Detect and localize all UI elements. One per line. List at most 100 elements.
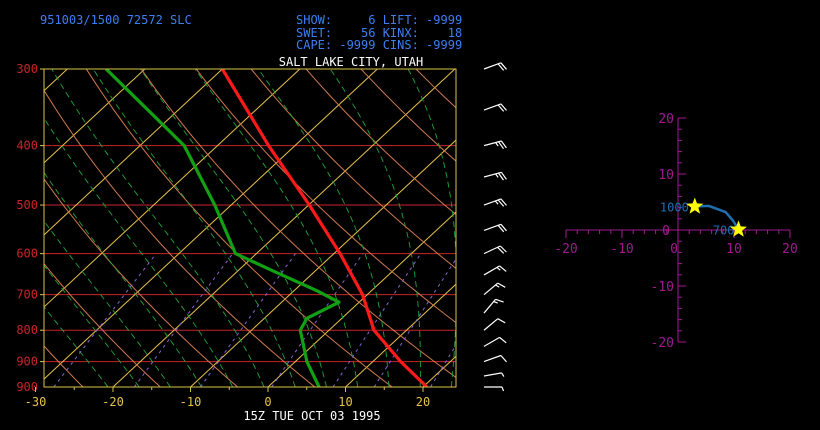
- dry-adiabat-line: [581, 69, 820, 387]
- mixing-ratio-line: [481, 254, 560, 387]
- dry-adiabat-line: [44, 89, 316, 387]
- isotherm-line: [578, 69, 820, 387]
- wind-barb: [483, 265, 507, 276]
- moist-adiabat-line: [194, 69, 359, 387]
- hodograph-level-label: 700: [713, 223, 735, 237]
- wind-barb-flag: [499, 265, 507, 272]
- hodograph-v-tick-label: -10: [651, 280, 674, 295]
- wind-barb-flag: [500, 103, 507, 111]
- wind-barb: [483, 372, 505, 377]
- wind-barb: [483, 140, 507, 150]
- wind-barb: [483, 223, 507, 233]
- station-header: 951003/1500 72572 SLC: [40, 13, 192, 27]
- dry-adiabat-line: [44, 262, 161, 387]
- mixing-ratio-line: [200, 253, 296, 387]
- wind-barb-flag: [499, 336, 507, 344]
- hodograph-u-tick-label: 20: [782, 242, 798, 257]
- isotherm-line: [44, 69, 378, 380]
- wind-barb-flag: [497, 282, 506, 288]
- wind-barb: [483, 298, 504, 314]
- pressure-tick-label: 600: [16, 247, 38, 261]
- dry-adiabat-line: [85, 69, 393, 387]
- wind-barb-staff: [483, 62, 502, 70]
- wind-barb: [483, 318, 506, 331]
- moist-adiabat-line: [51, 69, 265, 387]
- hodograph-level-label: 1000: [660, 200, 689, 214]
- hodograph-trace: 1000 700: [660, 197, 747, 237]
- pressure-tick-label: 300: [16, 62, 38, 76]
- temperature-tick-label: -20: [102, 395, 124, 409]
- wind-barb-flag: [499, 245, 507, 253]
- pressure-tick-label: 900: [16, 355, 38, 369]
- skewt-background-lines: [44, 69, 820, 387]
- wind-barb-flag: [500, 198, 507, 206]
- wind-barb-half-flag: [494, 200, 499, 205]
- isotherm-line: [112, 69, 456, 387]
- pressure-tick-label: 700: [16, 288, 38, 302]
- dry-adiabat-line: [471, 69, 820, 387]
- dry-adiabat-line: [44, 178, 238, 387]
- moist-adiabat-line: [329, 69, 421, 387]
- isotherm-line: [267, 211, 456, 387]
- isotherm-line: [345, 283, 456, 387]
- wind-barb-flag: [497, 246, 505, 254]
- mixing-ratio-line: [133, 253, 234, 387]
- temperature-tick-label: 10: [338, 395, 352, 409]
- moist-adiabat-line: [514, 69, 555, 387]
- skewt-profiles: [104, 69, 429, 387]
- indices-line-3: CAPE: -9999 CINS: -9999: [296, 38, 462, 52]
- wind-barb: [483, 171, 507, 181]
- mixing-ratio-line: [53, 253, 157, 387]
- mixing-ratio-line: [271, 253, 364, 387]
- wind-barb-half-flag: [495, 173, 499, 178]
- moist-adiabat-line: [545, 69, 615, 387]
- dry-adiabat-line: [691, 69, 820, 387]
- temperature-tick-label: -10: [180, 395, 202, 409]
- wind-barb: [483, 62, 507, 71]
- hodograph: -20 -10 10 20 -20 -10 10 20 00 1000 700: [554, 112, 798, 351]
- wind-barb-staff: [483, 318, 499, 331]
- pressure-tick-label: 400: [16, 139, 38, 153]
- dry-adiabat-line: [360, 69, 456, 162]
- moist-adiabat-line: [92, 69, 296, 387]
- wind-barb-flag: [497, 104, 505, 112]
- hodograph-star-marker: [729, 220, 747, 237]
- wind-barb-flag: [498, 172, 504, 181]
- wind-barb: [483, 198, 507, 207]
- hodograph-u-tick-label: 10: [726, 242, 742, 257]
- wind-barb-flag: [500, 355, 507, 363]
- wind-barb-half-flag: [495, 284, 500, 288]
- wind-barb: [484, 386, 505, 392]
- wind-barb: [483, 354, 507, 363]
- wind-barb-staff: [483, 372, 502, 377]
- moist-adiabat-line: [44, 171, 202, 387]
- location-title: SALT LAKE CITY, UTAH: [279, 55, 424, 69]
- moist-adiabat-line: [44, 264, 140, 387]
- isotherm-line: [44, 69, 301, 308]
- hodograph-v-tick-label: 10: [658, 168, 674, 183]
- wind-barb-flag: [497, 224, 505, 233]
- moist-adiabat-line: [44, 220, 171, 387]
- wind-barb: [483, 103, 507, 112]
- hodograph-star-marker: [686, 197, 704, 214]
- wind-barb-flag: [500, 223, 507, 232]
- dewpoint-profile: [104, 69, 341, 387]
- isotherm-line: [44, 69, 223, 236]
- pressure-tick-label: 800: [16, 323, 38, 337]
- wind-barbs: [483, 62, 507, 392]
- temperature-tick-label: 0: [264, 395, 271, 409]
- moist-adiabat-line: [44, 117, 234, 387]
- moist-adiabat-line: [257, 69, 390, 387]
- hodograph-axes: -20 -10 10 20 -20 -10 10 20 00: [554, 112, 798, 351]
- pressure-tick-label: 900: [16, 380, 38, 394]
- wind-barb-flag: [498, 141, 504, 150]
- dry-adiabat-line: [746, 69, 820, 387]
- dry-adiabat-line: [801, 69, 820, 387]
- mixing-ratio-line: [373, 258, 456, 387]
- dry-adiabat-line: [305, 69, 456, 216]
- wind-barb-staff: [483, 171, 502, 178]
- isotherm-line: [44, 69, 146, 164]
- wind-barb: [483, 245, 507, 255]
